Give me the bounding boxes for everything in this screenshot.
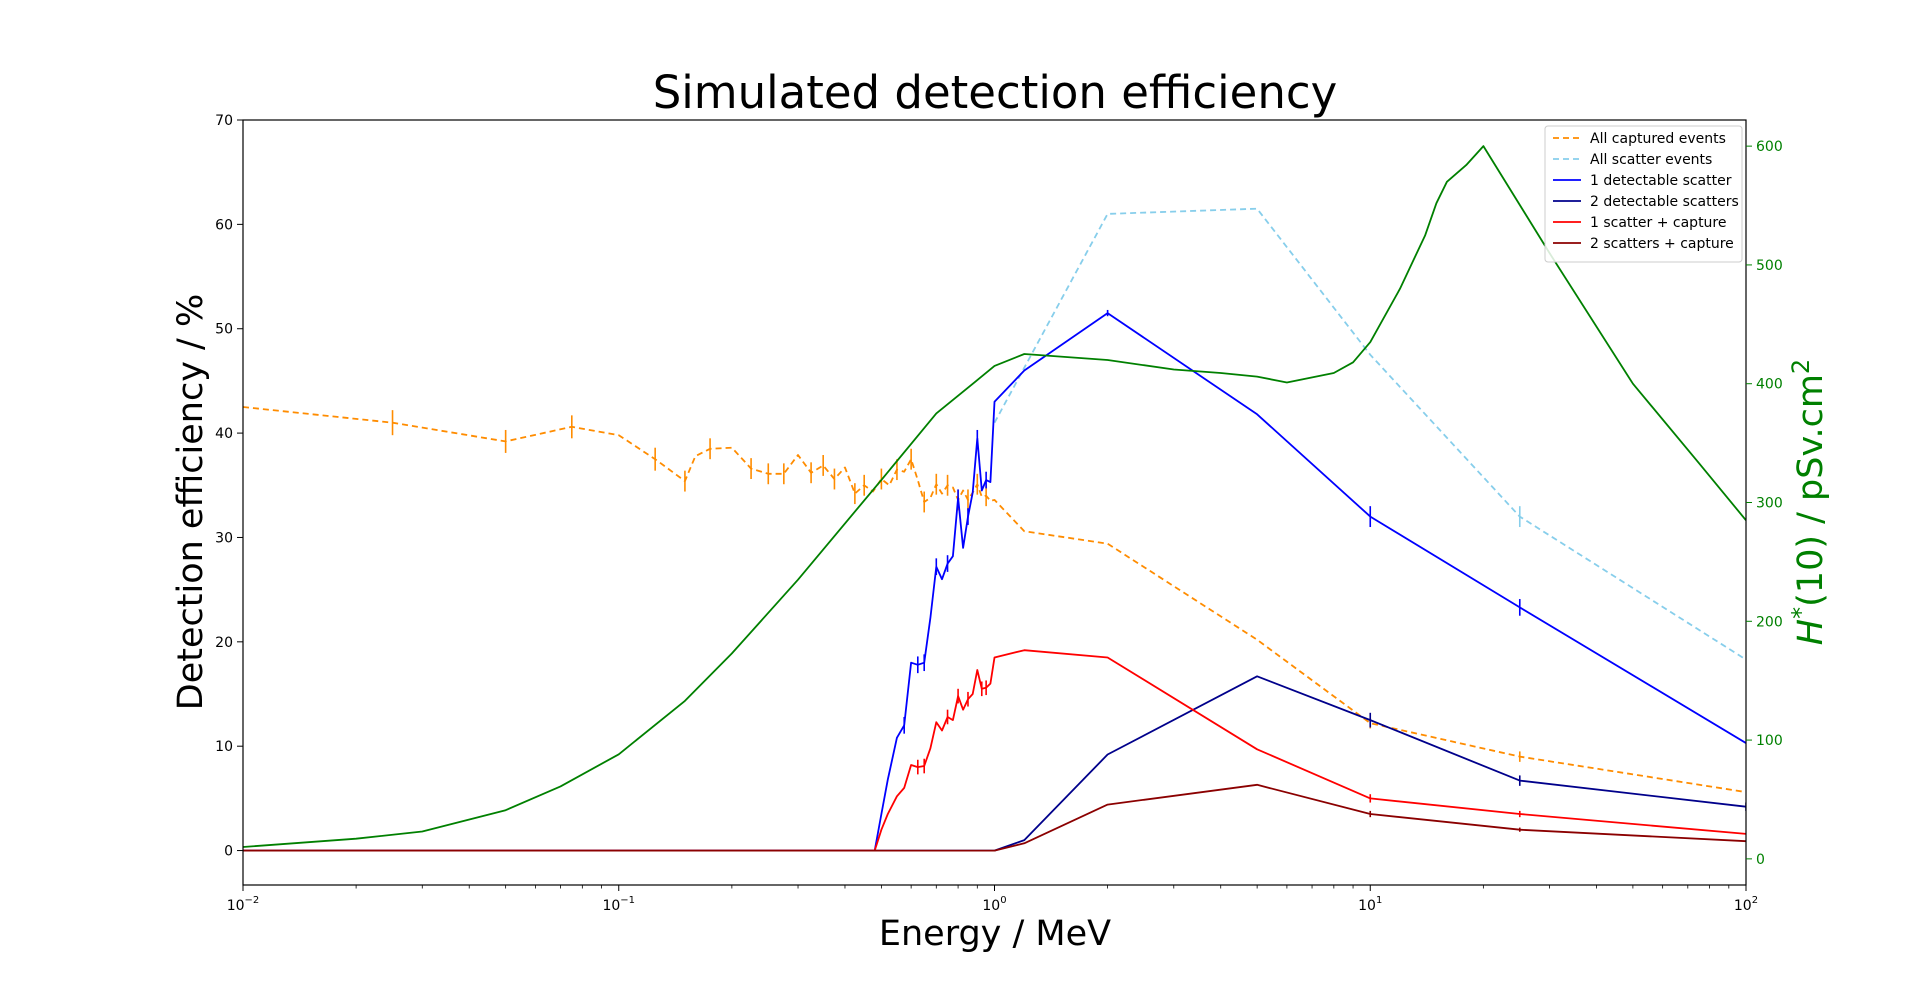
legend: All captured events All scatter events 1 d… [1544, 125, 1743, 263]
y-tick-label: 30 [215, 530, 233, 546]
legend-label: All captured events [1590, 131, 1726, 147]
x-tick-label: 101 [1358, 895, 1382, 914]
y2-label-symbol: H [1791, 619, 1831, 645]
legend-label: 2 scatters + capture [1590, 236, 1734, 252]
x-tick-label: 10−2 [227, 895, 260, 914]
y-tick-label: 40 [215, 426, 233, 442]
x-tick-label: 10−1 [602, 895, 635, 914]
plot-area [243, 145, 1746, 852]
y-tick-label: 20 [215, 635, 233, 651]
y-axis-label: Detection efficiency / % [171, 294, 211, 710]
y2-tick-label: 0 [1756, 852, 1765, 868]
y2-label-superscript: * [1787, 607, 1815, 619]
y2-tick-label: 100 [1756, 733, 1783, 749]
y2-tick-label: 600 [1756, 139, 1783, 155]
y-tick-label: 70 [215, 113, 233, 129]
series-line-all-scatter-events [993, 207, 1746, 661]
series-line-2-scatters-capture [243, 783, 1746, 852]
x-tick-label: 102 [1734, 895, 1758, 914]
y2-axis-label: H*(10) / pSv.cm2 [1787, 359, 1831, 645]
axes: 10−2 10−1 100 101 10201020304050607001002003… [215, 113, 1783, 914]
legend-label: 1 detectable scatter [1590, 173, 1732, 189]
y2-tick-label: 200 [1756, 614, 1783, 630]
x-axis-label: Energy / MeV [879, 914, 1111, 954]
legend-label: 2 detectable scatters [1590, 194, 1739, 210]
y-tick-label: 10 [215, 739, 233, 755]
y-tick-label: 0 [224, 844, 233, 860]
y2-label-superscript-2: 2 [1787, 359, 1815, 374]
y2-tick-label: 500 [1756, 258, 1783, 274]
chart-title: Simulated detection efficiency [653, 66, 1338, 119]
y2-tick-label: 400 [1756, 377, 1783, 393]
series-line-dose-curve [243, 145, 1746, 848]
y-tick-label: 50 [215, 322, 233, 338]
x-tick-label: 100 [982, 895, 1006, 914]
y2-tick-label: 300 [1756, 496, 1783, 512]
legend-label: All scatter events [1590, 152, 1712, 168]
y-tick-label: 60 [215, 217, 233, 233]
plot-frame [242, 119, 1747, 886]
legend-box [1544, 125, 1743, 263]
y2-label-text: (10) / pSv.cm [1791, 374, 1831, 607]
series-line-2-detectable-scatters [243, 675, 1746, 852]
legend-label: 1 scatter + capture [1590, 215, 1727, 231]
series-line-1-detectable-scatter [243, 312, 1746, 852]
